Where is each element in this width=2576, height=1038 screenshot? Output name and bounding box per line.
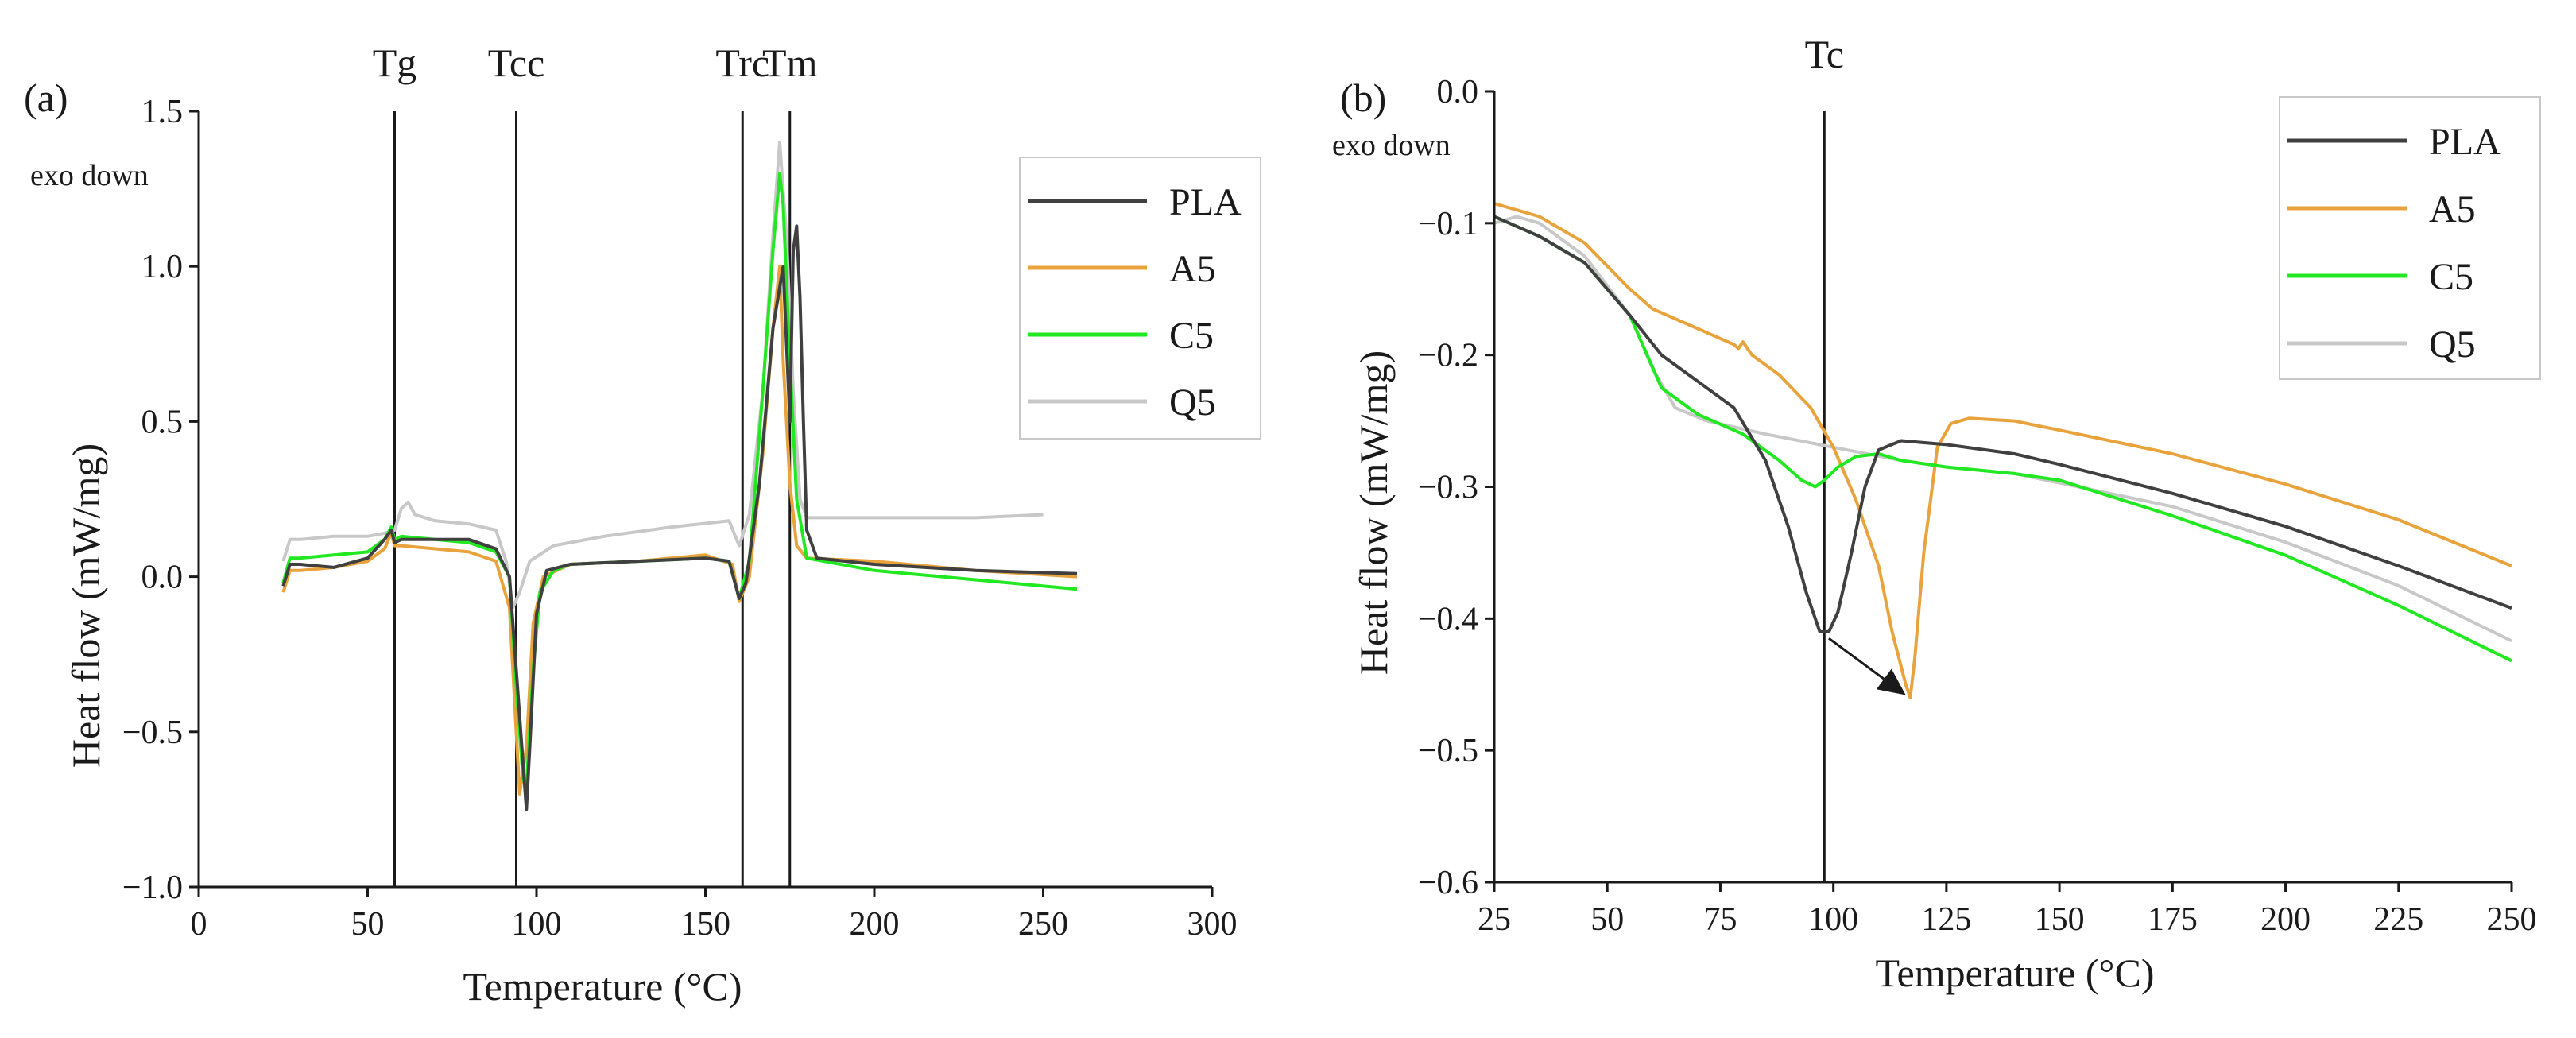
a-legend-label-c5: C5 <box>1169 315 1214 357</box>
a-y-tick-label: 0.5 <box>141 404 184 440</box>
a-x-tick-label: 250 <box>1018 906 1068 943</box>
b-x-tick-label: 175 <box>2148 901 2198 938</box>
a-y-tick-label: 1.5 <box>141 94 184 130</box>
b-legend-label-pla: PLA <box>2429 121 2501 163</box>
b-shift-arrow-head <box>1876 668 1906 695</box>
panel-b-label: (b) <box>1340 76 1386 120</box>
panel-b-legend: PLA A5 C5 Q5 <box>2279 96 2541 380</box>
a-x-tick-label: 50 <box>351 906 385 943</box>
chart-panel-b: (b) exo down Temperature (°C) Heat flow … <box>1332 32 2541 995</box>
b-y-tick-label: −0.2 <box>1418 338 1478 374</box>
panel-a-annotation: exo down <box>30 159 149 192</box>
a-legend-label-a5: A5 <box>1169 248 1216 290</box>
panel-a-xlabel: Temperature (°C) <box>463 964 742 1009</box>
b-x-tick-label: 150 <box>2035 901 2085 938</box>
a-x-tick-label: 200 <box>850 906 900 943</box>
panel-b-annotation: exo down <box>1332 129 1451 162</box>
a-legend-label-pla: PLA <box>1169 181 1242 223</box>
panel-b-xlabel: Temperature (°C) <box>1875 951 2154 995</box>
panel-a-ylabel: Heat flow (mW/mg) <box>64 443 108 768</box>
a-legend-label-q5: Q5 <box>1169 382 1216 424</box>
a-y-tick-label: 1.0 <box>141 249 184 285</box>
b-y-tick-label: 0.0 <box>1437 74 1479 110</box>
b-y-tick-label: −0.4 <box>1418 601 1478 637</box>
b-y-tick-label: −0.1 <box>1418 206 1478 242</box>
b-x-tick-label: 200 <box>2260 901 2311 938</box>
b-x-tick-label: 250 <box>2487 901 2537 938</box>
b-series-pla <box>1494 215 2512 633</box>
b-vline-label-tc: Tc <box>1805 32 1844 76</box>
b-y-tick-label: −0.3 <box>1418 470 1478 506</box>
b-x-tick-label: 125 <box>1921 901 1971 938</box>
a-x-tick-label: 100 <box>512 906 562 943</box>
b-x-tick-label: 75 <box>1703 901 1737 938</box>
a-y-tick-label: −0.5 <box>122 715 183 751</box>
panel-a-legend: PLA A5 C5 Q5 <box>1019 157 1261 440</box>
a-x-tick-label: 0 <box>191 906 207 943</box>
a-vline-label-tg: Tg <box>373 41 417 85</box>
b-legend-label-q5: Q5 <box>2429 323 2476 366</box>
b-x-tick-label: 100 <box>1808 901 1858 938</box>
a-y-tick-label: 0.0 <box>141 560 184 596</box>
panel-b-ylabel: Heat flow (mW/mg) <box>1351 351 1396 675</box>
b-x-tick-label: 25 <box>1478 901 1511 938</box>
a-y-tick-label: −1.0 <box>122 870 183 906</box>
b-series-c5 <box>1494 215 2512 663</box>
a-series-pla <box>281 224 1078 811</box>
panel-a-label: (a) <box>24 76 68 120</box>
b-y-tick-label: −0.5 <box>1418 733 1478 769</box>
a-vline-label-tcc: Tcc <box>488 41 544 85</box>
b-y-tick-label: −0.6 <box>1418 865 1478 901</box>
b-legend-label-a5: A5 <box>2429 188 2476 230</box>
b-legend-label-c5: C5 <box>2429 256 2473 298</box>
a-vline-label-trc: Trc <box>715 41 769 85</box>
b-series-a5 <box>1494 202 2512 699</box>
b-series-q5 <box>1494 215 2512 643</box>
a-x-tick-label: 150 <box>680 906 730 943</box>
b-x-tick-label: 225 <box>2373 901 2423 938</box>
b-x-tick-label: 50 <box>1590 901 1624 938</box>
a-vline-label-tm: Tm <box>762 41 818 85</box>
chart-panel-a: (a) exo down Temperature (°C) Heat flow … <box>24 41 1261 1009</box>
b-shift-arrow-line <box>1828 637 1885 680</box>
a-x-tick-label: 300 <box>1187 906 1238 943</box>
